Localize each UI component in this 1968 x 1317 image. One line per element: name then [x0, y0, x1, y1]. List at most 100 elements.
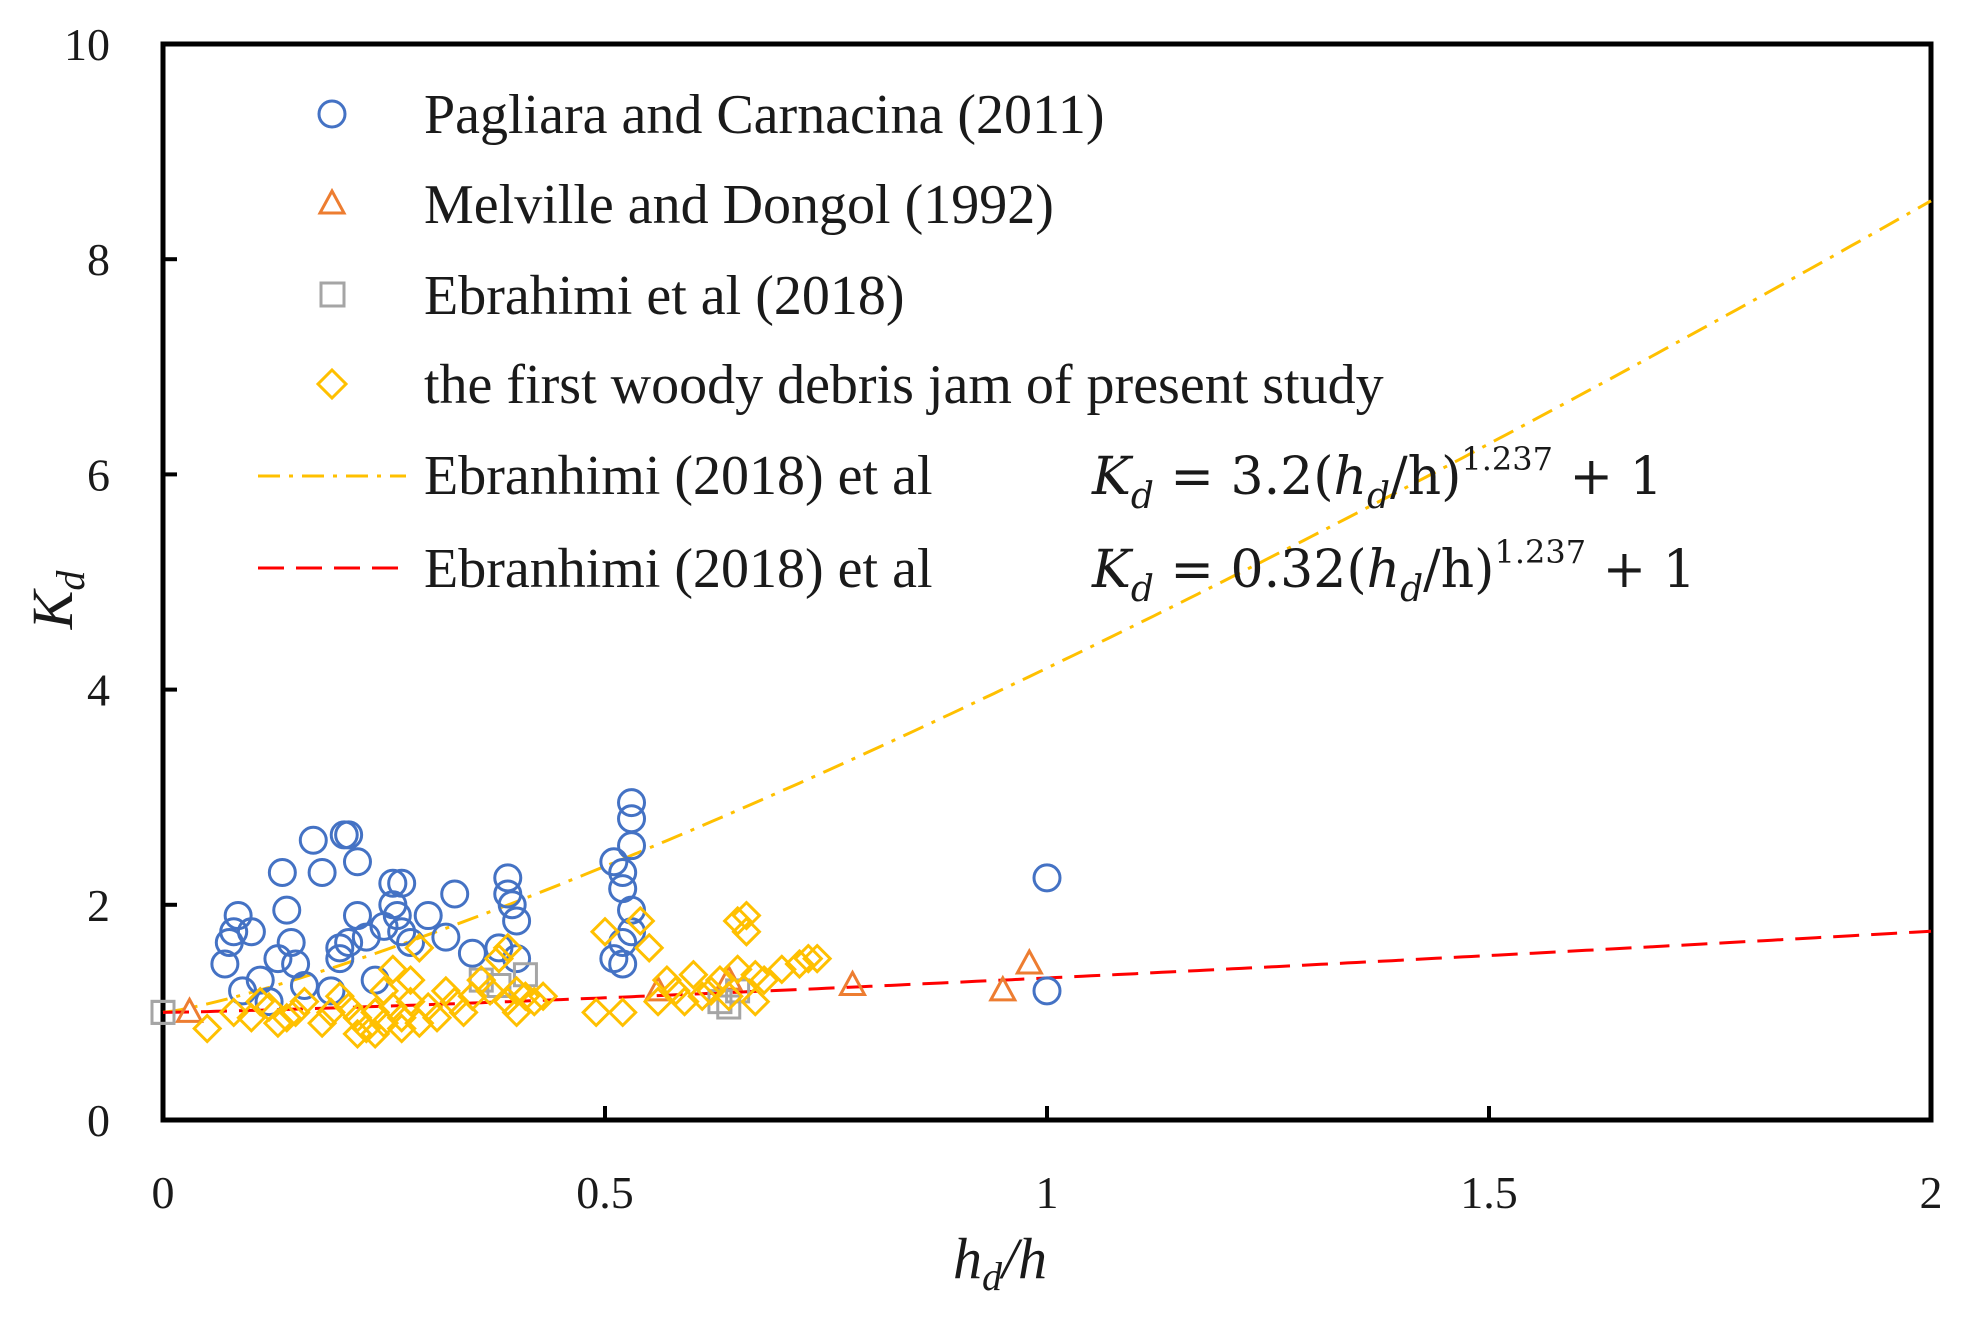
pagliara-point [457, 938, 487, 968]
present-study-point [784, 948, 815, 980]
y-axis-label: Kd [20, 570, 93, 631]
legend-label-upper-fit: Ebranhimi (2018) et al [424, 445, 933, 507]
pagliara-point [307, 858, 337, 888]
pagliara-point [378, 868, 408, 898]
pagliara-point [396, 927, 426, 957]
legend-marker-ebrahimi [319, 281, 346, 308]
pagliara-point [298, 825, 328, 855]
y-tick-label: 10 [64, 19, 110, 70]
y-tick-label: 6 [87, 449, 110, 500]
pagliara-point [493, 863, 523, 893]
present-study-point [642, 986, 674, 1017]
present-study-point [280, 997, 311, 1028]
legend-marker-pagliara [317, 99, 347, 129]
pagliara-point [236, 917, 266, 947]
present-study-point [731, 900, 762, 931]
present-study-point [740, 986, 771, 1017]
present-study-point [607, 997, 638, 1028]
legend-marker-present-study [315, 367, 349, 401]
legend-label-melville: Melville and Dongol (1992) [424, 174, 1054, 236]
data-points-layer [150, 788, 1062, 1050]
pagliara-point [316, 976, 346, 1006]
legend-equation-upper-fit: Kd = 3.2(hd/h)1.237 + 1 [1091, 440, 1663, 517]
pagliara-point [608, 927, 638, 957]
present-study-point [687, 981, 718, 1012]
pagliara-point [1032, 863, 1062, 893]
pagliara-point [210, 949, 240, 979]
present-study-point [404, 932, 435, 963]
pagliara-point [608, 949, 638, 979]
x-tick-label: 1 [1036, 1167, 1059, 1218]
present-study-point [519, 986, 550, 1017]
pagliara-point [497, 890, 527, 920]
present-study-point [581, 997, 612, 1028]
ebrahimi-point [716, 994, 742, 1020]
legend-equation-lower-fit: Kd = 0.32(hd/h)1.237 + 1 [1091, 533, 1696, 610]
legend-label-lower-fit: Ebranhimi (2018) et al [424, 538, 933, 600]
pagliara-point [263, 944, 293, 974]
present-study-point [492, 932, 523, 963]
present-study-point [360, 1018, 391, 1050]
y-tick-label: 4 [87, 665, 110, 716]
y-tick-label: 8 [87, 234, 110, 285]
pagliara-point [617, 804, 647, 834]
melville-point [988, 974, 1018, 1002]
present-study-point [748, 964, 780, 996]
ebrahimi-point [150, 999, 176, 1025]
pagliara-point [267, 858, 297, 888]
melville-point [174, 996, 205, 1023]
pagliara-point [223, 901, 253, 931]
present-study-point [669, 986, 700, 1017]
present-study-point [306, 1008, 338, 1039]
present-study-point [289, 986, 320, 1017]
fit-line-upper [162, 199, 1932, 1014]
legend-label-present-study: the first woody debris jam of present st… [424, 354, 1384, 416]
pagliara-point [1032, 976, 1062, 1006]
pagliara-point [289, 971, 319, 1000]
present-study-point [793, 943, 824, 974]
y-tick-label: 2 [87, 880, 110, 931]
x-tick-label: 2 [1920, 1167, 1943, 1218]
present-study-point [695, 975, 727, 1007]
pagliara-point [276, 927, 306, 957]
legend-label-pagliara: Pagliara and Carnacina (2011) [424, 84, 1105, 146]
pagliara-point [617, 788, 647, 818]
present-study-point [245, 986, 276, 1017]
present-study-point [527, 981, 559, 1012]
axis-ticks-layer: 0 0.5 1 1.5 2 0 2 4 6 8 10 [64, 19, 1943, 1218]
pagliara-point [617, 831, 647, 861]
pagliara-point [440, 879, 470, 909]
x-tick-label: 1.5 [1460, 1167, 1518, 1218]
present-study-point [262, 1008, 294, 1039]
pagliara-point [342, 847, 372, 877]
present-study-point [766, 954, 797, 985]
present-study-point [722, 954, 753, 985]
present-study-point [802, 943, 833, 974]
pagliara-point [334, 820, 364, 850]
pagliara-point [325, 944, 355, 974]
present-study-point [634, 932, 665, 963]
legend-marker-melville [317, 187, 347, 215]
present-study-point [377, 954, 408, 985]
present-study-point [678, 959, 709, 990]
pagliara-point [413, 901, 443, 931]
legend-label-ebrahimi: Ebrahimi et al (2018) [424, 265, 905, 327]
present-study-point [501, 975, 532, 1007]
present-study-point [589, 916, 621, 947]
pagliara-point [254, 987, 284, 1017]
present-study-point [625, 905, 656, 937]
present-study-point [483, 943, 515, 974]
pagliara-point [334, 927, 364, 957]
legend: Pagliara and Carnacina (2011) Melville a… [258, 84, 1696, 610]
pagliara-point [608, 858, 638, 888]
pagliara-point [502, 906, 532, 936]
present-study-point [474, 975, 506, 1007]
present-study-point [192, 1013, 223, 1044]
pagliara-point [387, 868, 417, 898]
present-study-point [421, 1002, 453, 1033]
pagliara-point [272, 895, 302, 925]
present-study-point [271, 1002, 302, 1033]
present-study-point [386, 1013, 417, 1044]
present-study-point [395, 986, 426, 1017]
